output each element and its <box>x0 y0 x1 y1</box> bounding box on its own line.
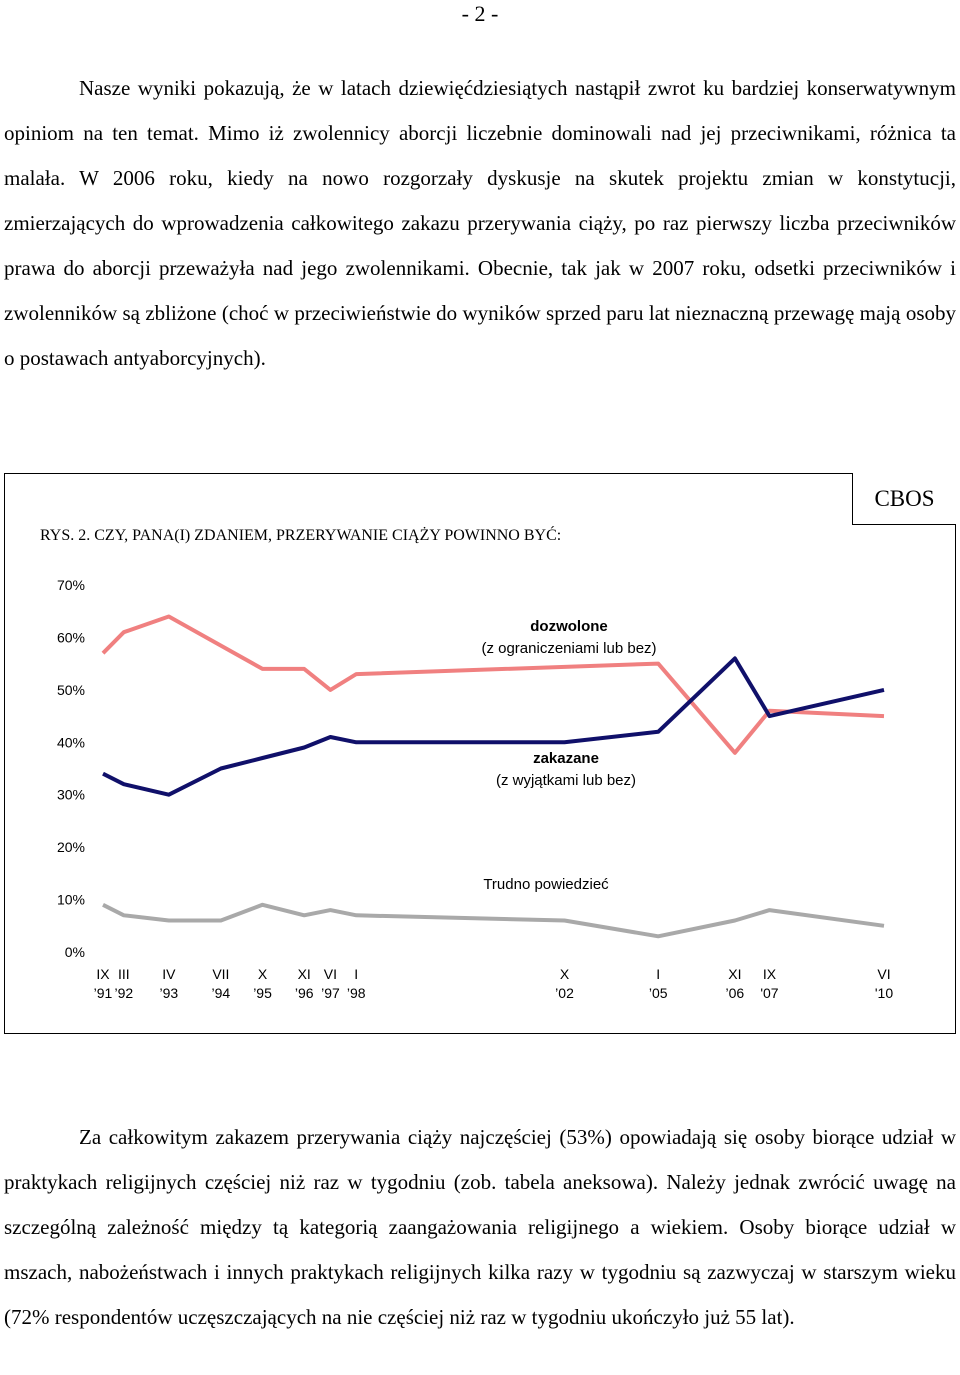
cbos-label: CBOS <box>852 473 956 525</box>
y-tick-label: 10% <box>57 892 85 908</box>
x-tick-month: IV <box>162 966 176 982</box>
x-tick-month: IX <box>763 966 777 982</box>
series-label-dozwolone: dozwolone <box>530 618 608 635</box>
chart-frame <box>4 473 956 1034</box>
x-tick-year: ’94 <box>212 985 231 1001</box>
paragraph-intro: Nasze wyniki pokazują, że w latach dziew… <box>4 76 956 370</box>
x-tick-year: ’98 <box>347 985 366 1001</box>
series-line-dozwolone <box>101 614 885 755</box>
series-line-trudno <box>102 902 885 939</box>
series-labels: dozwolone (z ograniczeniami lub bez) zak… <box>481 618 656 893</box>
x-tick-month: VI <box>877 966 890 982</box>
series-note-dozwolone: (z ograniczeniami lub bez) <box>481 640 656 657</box>
y-tick-label: 40% <box>57 734 85 750</box>
x-tick-month: III <box>118 966 130 982</box>
series-lines <box>101 614 885 939</box>
series-label-zakazane: zakazane <box>533 750 599 767</box>
chart-title: RYS. 2. CZY, PANA(I) ZDANIEM, PRZERYWANI… <box>40 527 562 544</box>
x-tick-year: ’93 <box>159 985 178 1001</box>
x-tick-month: XI <box>728 966 741 982</box>
y-axis-labels: 0% 10% 20% 30% 40% 50% 60% 70% <box>57 577 85 960</box>
x-tick-year: ’92 <box>114 985 133 1001</box>
series-label-trudno: Trudno powiedzieć <box>483 876 609 893</box>
x-tick-month: X <box>258 966 268 982</box>
x-tick-month: X <box>560 966 570 982</box>
paragraph-religious: Za całkowitym zakazem przerywania ciąży … <box>4 1125 956 1329</box>
x-tick-month: I <box>656 966 660 982</box>
x-tick-month: I <box>354 966 358 982</box>
x-tick-month: VI <box>324 966 337 982</box>
y-tick-label: 30% <box>57 787 85 803</box>
x-tick-month: XI <box>298 966 311 982</box>
x-tick-year: '07 <box>760 985 778 1001</box>
x-tick-year: ’91 <box>94 985 113 1001</box>
x-tick-month: IX <box>96 966 110 982</box>
x-axis-labels: IX’91III’92IV’93VII’94X’95XI’96VI’97I’98… <box>94 966 894 1001</box>
x-tick-year: ’97 <box>321 985 340 1001</box>
y-tick-label: 20% <box>57 839 85 855</box>
y-tick-label: 60% <box>57 629 85 645</box>
x-tick-year: ’96 <box>295 985 314 1001</box>
y-tick-label: 0% <box>65 944 85 960</box>
y-tick-label: 70% <box>57 577 85 593</box>
y-tick-label: 50% <box>57 682 85 698</box>
x-tick-year: ’05 <box>649 985 668 1001</box>
x-tick-year: ’02 <box>555 985 574 1001</box>
series-note-zakazane: (z wyjątkami lub bez) <box>496 772 636 789</box>
x-tick-year: ’06 <box>726 985 745 1001</box>
x-tick-year: '10 <box>875 985 893 1001</box>
x-tick-year: ’95 <box>253 985 272 1001</box>
x-tick-month: VII <box>212 966 229 982</box>
page-number: - 2 - <box>461 1 499 26</box>
series-line-zakazane <box>102 656 885 797</box>
